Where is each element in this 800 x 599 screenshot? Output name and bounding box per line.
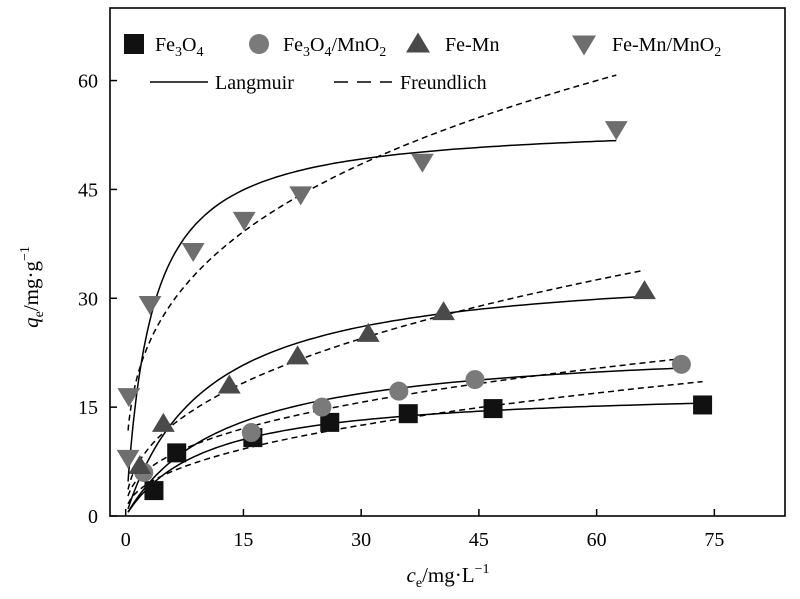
legend-label: Fe-Mn/MnO2 bbox=[612, 34, 721, 60]
data-point bbox=[151, 412, 175, 432]
freundlich-fit-curve bbox=[127, 380, 703, 505]
langmuir-fit-curve bbox=[127, 295, 645, 509]
data-point bbox=[483, 399, 503, 419]
x-tick-label: 15 bbox=[233, 529, 253, 551]
y-tick-label: 15 bbox=[78, 397, 98, 419]
x-tick-label: 0 bbox=[121, 529, 131, 551]
data-point bbox=[116, 449, 140, 469]
data-point bbox=[398, 404, 418, 424]
data-point bbox=[671, 354, 691, 374]
data-point bbox=[128, 455, 152, 475]
data-point bbox=[217, 374, 241, 394]
axis-ticks: 0 15 30 45 60 75 0 15 30 45 60 bbox=[78, 71, 724, 551]
data-point bbox=[144, 481, 164, 501]
langmuir-fit-curve bbox=[127, 139, 617, 482]
legend-label: Freundlich bbox=[400, 72, 487, 94]
freundlich-fit-curve bbox=[127, 358, 682, 497]
freundlich-fit-curve bbox=[127, 74, 617, 431]
legend-label: Fe3O4 bbox=[155, 34, 203, 60]
data-point bbox=[286, 345, 309, 365]
data-point bbox=[320, 412, 340, 432]
data-point bbox=[117, 388, 141, 408]
plot-frame bbox=[109, 7, 786, 517]
data-point bbox=[241, 423, 261, 443]
legend-marker bbox=[406, 32, 430, 53]
data-point bbox=[633, 280, 656, 300]
data-point bbox=[232, 211, 256, 231]
legend: Fe3O4 Fe3O4/MnO2 Fe-Mn Fe-Mn/MnO2 Langmuir Fr… bbox=[124, 32, 721, 94]
legend-label: Fe3O4/MnO2 bbox=[283, 34, 386, 60]
x-tick-label: 30 bbox=[351, 529, 371, 551]
y-tick-label: 45 bbox=[78, 179, 98, 201]
data-point bbox=[604, 121, 628, 141]
x-tick-label: 75 bbox=[704, 529, 724, 551]
data-point bbox=[289, 186, 313, 206]
data-point bbox=[465, 370, 485, 390]
legend-marker bbox=[249, 34, 269, 54]
fit-curves bbox=[127, 74, 703, 513]
data-point bbox=[181, 243, 205, 263]
data-point bbox=[693, 395, 713, 415]
data-point bbox=[432, 301, 455, 321]
data-point bbox=[389, 381, 409, 401]
x-axis-title: ce/mg·L−1 bbox=[407, 562, 490, 591]
x-tick-label: 60 bbox=[587, 529, 607, 551]
y-axis-title: qe/mg·g−1 bbox=[18, 246, 47, 328]
legend-label: Fe-Mn bbox=[445, 34, 499, 56]
data-point bbox=[167, 443, 187, 463]
data-points bbox=[116, 121, 713, 501]
y-tick-label: 0 bbox=[88, 506, 98, 528]
data-point bbox=[356, 322, 380, 342]
data-point bbox=[410, 153, 434, 173]
y-tick-label: 60 bbox=[78, 71, 98, 93]
legend-marker bbox=[572, 35, 596, 56]
legend-marker bbox=[124, 34, 144, 54]
x-tick-label: 45 bbox=[469, 529, 489, 551]
freundlich-fit-curve bbox=[127, 269, 645, 490]
y-tick-label: 30 bbox=[78, 288, 98, 310]
data-point bbox=[312, 397, 332, 417]
data-point bbox=[138, 296, 162, 316]
legend-label: Langmuir bbox=[215, 72, 294, 94]
